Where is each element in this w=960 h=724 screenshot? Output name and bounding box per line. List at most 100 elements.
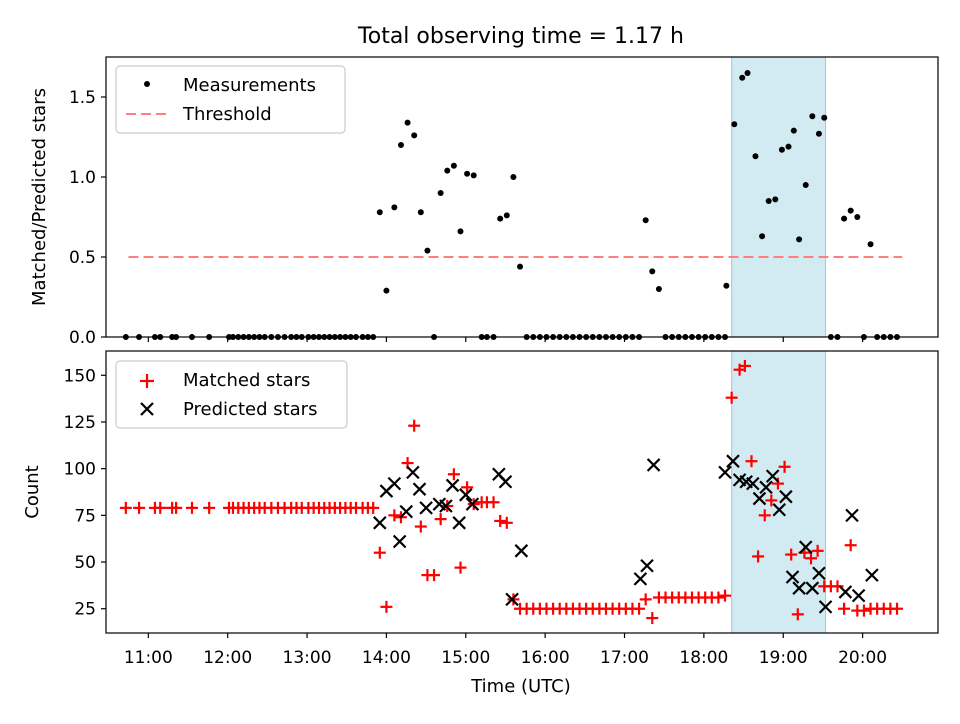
measurement-point: [790, 127, 797, 134]
legend-predicted-marker: [140, 402, 154, 416]
matched-star-point: [500, 516, 513, 529]
top-y-tick-label: 0.0: [69, 328, 96, 348]
predicted-star-point: [759, 480, 773, 495]
matched-star-point: [428, 569, 441, 582]
measurement-point: [649, 268, 656, 275]
measurement-point: [765, 198, 772, 204]
bottom-legend-box: [115, 360, 348, 429]
measurement-point: [397, 142, 404, 148]
matched-star-point: [857, 604, 870, 617]
measurement-point: [444, 167, 451, 174]
top-axes-frame: [105, 56, 939, 338]
predicted-star-point: [838, 585, 853, 599]
predicted-star-point: [439, 499, 453, 513]
predicted-star-point: [646, 458, 661, 472]
top-panel: 0.0 0.5 1.0 1.5 Matched/Predicted stars Mea…: [29, 56, 939, 348]
measurement-point: [772, 196, 779, 203]
legend-matched-label: Matched stars: [183, 370, 310, 391]
matched-star-point: [844, 539, 857, 552]
matched-star-point: [408, 419, 421, 432]
matched-star-point: [771, 477, 784, 490]
predicted-star-point: [452, 516, 466, 530]
matched-star-point: [646, 612, 659, 625]
predicted-star-point: [772, 502, 787, 517]
measurement-point: [847, 207, 854, 214]
predicted-star-point: [387, 476, 402, 491]
measurement-point: [785, 143, 792, 150]
measurement-point: [841, 215, 848, 222]
bottom-x-ticks: 11:00 12:00 13:00 14:00 15:00 16:00 17:00 18:00…: [124, 633, 887, 668]
predicted-star-point: [765, 469, 780, 483]
predicted-star-point: [798, 540, 813, 554]
measurement-point: [744, 70, 751, 76]
legend-threshold-label: Threshold: [182, 104, 272, 125]
x-tick-label: 11:00: [124, 648, 173, 668]
measurement-point: [796, 236, 803, 243]
predicted-star-point: [785, 570, 800, 584]
matched-star-point: [831, 580, 844, 593]
measurement-point: [497, 215, 504, 222]
predicted-star-point: [505, 592, 519, 607]
measurement-point: [739, 74, 746, 81]
matched-star-point: [454, 561, 467, 574]
measurement-point: [809, 113, 816, 120]
matched-star-point: [758, 509, 771, 522]
measurement-point: [417, 209, 424, 216]
predicted-star-point: [514, 544, 529, 558]
measurement-point: [778, 146, 785, 153]
matched-star-point: [811, 544, 824, 557]
bottom-y-ticks: 25 50 75 100 125 150: [64, 366, 106, 620]
matched-star-point: [765, 494, 778, 507]
bottom-y-tick-label: 25: [74, 600, 96, 620]
predicted-star-point: [746, 476, 760, 491]
bottom-y-axis-label: Count: [22, 465, 43, 518]
measurement-point: [404, 119, 411, 126]
bottom-y-tick-label: 125: [64, 413, 96, 433]
bottom-y-tick-label: 50: [74, 553, 96, 573]
predicted-star-point: [373, 516, 387, 530]
chart-title: Total observing time = 1.17 h: [357, 24, 684, 49]
measurement-point: [376, 209, 383, 216]
measurement-point: [457, 228, 464, 235]
matched-star-point: [785, 548, 798, 561]
matched-star-point: [388, 509, 401, 522]
x-tick-label: 20:00: [838, 648, 887, 668]
measurement-point: [437, 190, 444, 196]
measurement-point: [802, 182, 809, 188]
measurement-point: [731, 121, 738, 128]
matched-star-point: [778, 460, 791, 473]
predicted-star-point: [851, 588, 866, 603]
measurement-point: [424, 247, 431, 254]
matched-star-point: [719, 589, 732, 602]
matched-star-point: [639, 593, 652, 606]
matched-star-point: [133, 501, 146, 514]
matched-star-point: [838, 602, 851, 615]
predicted-star-point: [419, 501, 433, 515]
legend-predicted-label: Predicted stars: [183, 399, 317, 420]
measurement-point: [517, 263, 524, 270]
matched-star-point: [170, 501, 183, 514]
measurement-point: [655, 286, 662, 292]
measurement-point: [821, 114, 828, 121]
matched-star-point: [494, 514, 507, 527]
matched-star-point: [725, 391, 738, 404]
measurement-point: [450, 162, 457, 169]
matched-star-point: [745, 455, 758, 468]
bottom-y-tick-label: 75: [74, 506, 96, 526]
predicted-star-point: [459, 488, 473, 502]
bottom-y-tick-label: 150: [64, 366, 96, 386]
matched-star-point: [380, 600, 393, 613]
matched-star-point: [738, 359, 751, 372]
measurement-point: [752, 153, 759, 160]
x-tick-label: 16:00: [521, 648, 570, 668]
predicted-stars-points: [373, 454, 879, 614]
predicted-star-point: [633, 572, 648, 586]
top-highlight-span: [731, 56, 827, 338]
top-y-tick-label: 0.5: [69, 248, 96, 268]
predicted-star-point: [845, 508, 859, 523]
top-legend: Measurements Threshold: [115, 65, 346, 134]
x-tick-label: 12:00: [203, 648, 252, 668]
matched-star-point: [890, 602, 903, 615]
bottom-highlight-span: [731, 350, 827, 634]
